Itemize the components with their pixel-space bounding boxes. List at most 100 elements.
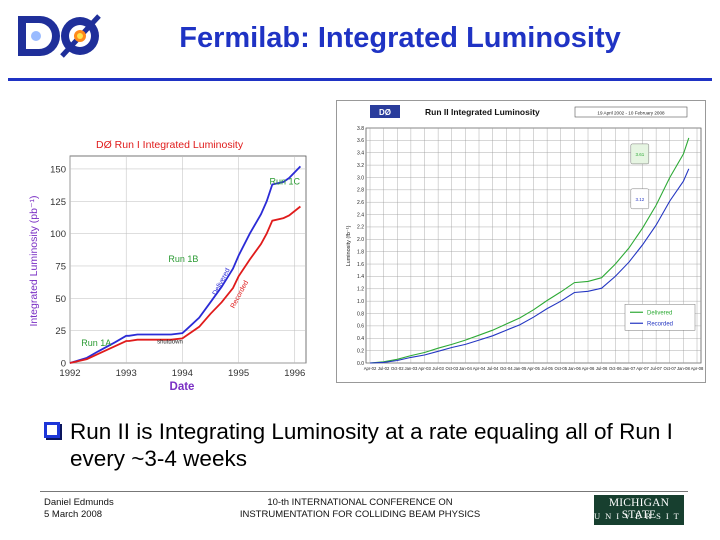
footer-conference-line1: 10-th INTERNATIONAL CONFERENCE ON	[267, 497, 453, 508]
run2-x-tick-label: Jan-04	[459, 366, 472, 371]
run1-x-tick-label: 1992	[59, 368, 80, 379]
run2-legend-label: Delivered	[647, 310, 672, 316]
run2-callout-box	[630, 143, 650, 165]
run2-y-tick-label: 1.4	[357, 274, 364, 280]
run1-series-recorded	[69, 205, 301, 364]
run2-x-tick-label: Jul-04	[487, 366, 499, 371]
run1-luminosity-chart: 0 25 50 75 100 125 150 1992 1993 1994 1995 1996 Ru…	[28, 139, 307, 393]
run2-x-tick-label: Jan-03	[404, 366, 417, 371]
bullet-text: Run II is Integrating Luminosity at a ra…	[70, 419, 673, 471]
run1-x-tick-label: 1995	[228, 368, 249, 379]
run2-logo-box	[370, 105, 400, 118]
run2-y-tick-label: 1.2	[357, 287, 364, 293]
run1-series-delivered	[69, 165, 302, 364]
run2-x-ticks: Apr-02 Jul-02 Oct-02 Jan-03 Apr-03 Jul-03 Oct-…	[364, 366, 704, 371]
bullet-box-icon	[44, 422, 60, 438]
run1-annotation: shutdown	[157, 340, 183, 346]
run2-y-tick-label: 2.2	[357, 225, 364, 231]
run2-x-tick-label: Apr-03	[418, 366, 431, 371]
run2-x-tick-label: Jan-05	[513, 366, 526, 371]
run1-y-tick-label: 75	[55, 261, 66, 272]
run2-x-tick-label: Oct-03	[445, 366, 458, 371]
run2-y-tick-label: 0.0	[357, 361, 364, 367]
footer-date: 5 March 2008	[44, 509, 103, 520]
run2-x-tick-label: Jul-05	[541, 366, 553, 371]
run1-x-ticks: 1992 1993 1994 1995 1996	[59, 368, 305, 379]
msu-logo: MICHIGAN STATE UNIVERSITY	[594, 495, 695, 525]
run2-y-tick-label: 0.6	[357, 324, 364, 330]
run2-x-tick-label: Jul-07	[650, 366, 662, 371]
run2-date-range: 19 April 2002 - 10 February 2008	[597, 111, 665, 116]
msu-logo-line1: MICHIGAN STATE	[608, 497, 670, 521]
run2-y-tick-label: 3.6	[357, 138, 364, 144]
run2-x-tick-label: Jan-06	[568, 366, 581, 371]
msu-logo-line2: UNIVERSITY	[594, 511, 695, 521]
run1-x-tick-label: 1994	[172, 368, 193, 379]
run1-y-tick-label: 50	[55, 294, 66, 305]
run1-y-tick-label: 0	[61, 359, 66, 370]
run2-y-tick-label: 2.0	[357, 237, 364, 243]
dzero-logo: DØ	[10, 6, 128, 66]
run2-x-tick-label: Oct-02	[391, 366, 404, 371]
run2-x-tick-label: Apr-05	[527, 366, 540, 371]
run1-y-tick-label: 25	[55, 326, 66, 337]
run2-y-tick-label: 2.8	[357, 188, 364, 194]
run2-legend-label: Recorded	[647, 321, 673, 327]
run1-y-axis-label: Integrated Luminosity (pb⁻¹)	[28, 195, 40, 326]
run2-callout-value: 3.12	[635, 197, 644, 202]
slide-title: Fermilab: Integrated Luminosity	[179, 22, 621, 54]
footer-divider	[40, 491, 688, 492]
run2-x-tick-label: Apr-04	[473, 366, 486, 371]
run1-chart-title: DØ Run I Integrated Luminosity	[96, 139, 244, 151]
run1-x-tick-label: 1993	[116, 368, 137, 379]
run1-y-tick-label: 125	[50, 197, 66, 208]
run1-x-axis-label: Date	[170, 381, 195, 393]
run2-y-tick-label: 0.2	[357, 348, 364, 354]
run2-y-tick-label: 0.4	[357, 336, 364, 342]
run2-x-tick-label: Oct-07	[663, 366, 676, 371]
run2-x-tick-label: Apr-07	[636, 366, 649, 371]
footer-author-block: Daniel Edmunds 5 March 2008	[44, 497, 114, 521]
run2-y-tick-label: 2.4	[357, 212, 364, 218]
run1-annotation: Run 1B	[168, 254, 198, 264]
run2-x-tick-label: Jan-07	[622, 366, 635, 371]
run2-date-box	[574, 106, 688, 118]
run2-series-delivered	[369, 137, 690, 364]
run2-x-tick-label: Oct-05	[554, 366, 567, 371]
run2-logo-text: DØ	[379, 108, 391, 117]
run1-x-tick-label: 1996	[284, 368, 305, 379]
run2-y-tick-label: 3.0	[357, 175, 364, 181]
run2-x-tick-label: Jul-02	[378, 366, 390, 371]
run2-y-tick-label: 1.0	[357, 299, 364, 305]
run2-series-recorded	[369, 168, 690, 364]
footer-author: Daniel Edmunds	[44, 497, 114, 508]
run2-y-tick-label: 3.4	[357, 151, 364, 157]
run2-callout-box	[630, 188, 650, 210]
run2-y-tick-label: 3.8	[357, 126, 364, 132]
run1-annotation: Run 1C	[269, 176, 300, 186]
run2-x-tick-label: Apr-02	[364, 366, 377, 371]
run2-x-tick-label: Apr-08	[691, 366, 704, 371]
run2-callout-value: 3.61	[635, 152, 644, 157]
run2-legend: Delivered Recorded	[624, 304, 696, 331]
run2-x-tick-label: Jan-08	[677, 366, 690, 371]
run2-y-tick-label: 2.6	[357, 200, 364, 206]
footer-conference-line2: INSTRUMENTATION FOR COLLIDING BEAM PHYSI…	[239, 509, 481, 520]
run2-y-tick-label: 1.8	[357, 249, 364, 255]
logo-text: DØ	[114, 60, 119, 64]
run2-x-tick-label: Jul-06	[596, 366, 608, 371]
run2-y-tick-label: 1.6	[357, 262, 364, 268]
run1-y-tick-label: 100	[50, 229, 66, 240]
run2-y-tick-label: 3.2	[357, 163, 364, 169]
run2-y-ticks: 0.0 0.2 0.4 0.6 0.8 1.0 1.2 1.4 1.6 1.8 2.0 2.2 2.4 2…	[357, 126, 364, 367]
run2-annotations: 3.61 3.12	[630, 143, 650, 210]
run2-x-tick-label: Oct-04	[500, 366, 513, 371]
run2-luminosity-chart: DØ Run II Integrated Luminosity 19 April…	[336, 100, 706, 383]
run2-y-tick-label: 0.8	[357, 311, 364, 317]
run1-annotation: Run 1A	[81, 338, 111, 348]
run2-x-tick-label: Oct-06	[609, 366, 622, 371]
run2-legend-box	[624, 304, 696, 331]
run2-series	[369, 137, 690, 364]
run2-chart-title: Run II Integrated Luminosity	[425, 107, 540, 117]
run2-x-tick-label: Apr-06	[582, 366, 595, 371]
